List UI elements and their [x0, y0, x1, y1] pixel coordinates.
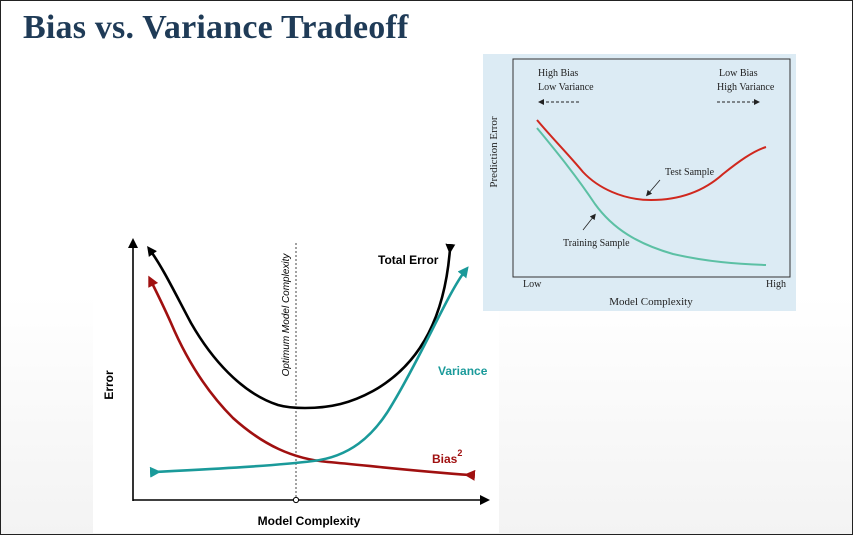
variance-label: Variance	[438, 364, 488, 378]
training-sample-label: Training Sample	[563, 238, 630, 249]
training-sample-pointer	[582, 213, 596, 231]
test-sample-pointer	[646, 179, 661, 197]
bias-label: Bias2	[432, 448, 462, 466]
slide-title: Bias vs. Variance Tradeoff	[23, 9, 409, 46]
left-note-line2: Low Variance	[538, 82, 594, 93]
x-high-label: High	[766, 279, 786, 290]
y-axis-label: Prediction Error	[488, 116, 500, 188]
bias-exponent: 2	[457, 448, 462, 458]
x-axis-label: Model Complexity	[258, 514, 361, 528]
variance-curve	[149, 266, 469, 478]
x-low-label: Low	[523, 279, 542, 290]
prediction-error-svg: High Bias Low Variance Low Bias High Var…	[488, 58, 791, 308]
right-note-line2: High Variance	[717, 82, 775, 93]
test-sample-curve	[536, 119, 767, 202]
prediction-error-figure: High Bias Low Variance Low Bias High Var…	[483, 54, 796, 311]
right-note-line1: Low Bias	[719, 68, 758, 79]
x-axis-label: Model Complexity	[609, 296, 693, 308]
training-sample-curve	[536, 127, 767, 266]
optimum-label: Optimum Model Complexity	[281, 253, 292, 377]
plot-frame	[512, 58, 791, 278]
bias-variance-diagram: Error Model Complexity Optimum Model Com…	[93, 213, 499, 533]
bias-variance-svg: Error Model Complexity Optimum Model Com…	[102, 238, 490, 528]
y-axis-label: Error	[102, 370, 116, 400]
optimum-marker	[292, 496, 300, 504]
left-note-line1: High Bias	[538, 68, 578, 79]
test-sample-label: Test Sample	[665, 167, 715, 178]
bias-curve	[148, 275, 476, 481]
bias-label-text: Bias	[432, 452, 458, 466]
total-error-label: Total Error	[378, 253, 439, 267]
